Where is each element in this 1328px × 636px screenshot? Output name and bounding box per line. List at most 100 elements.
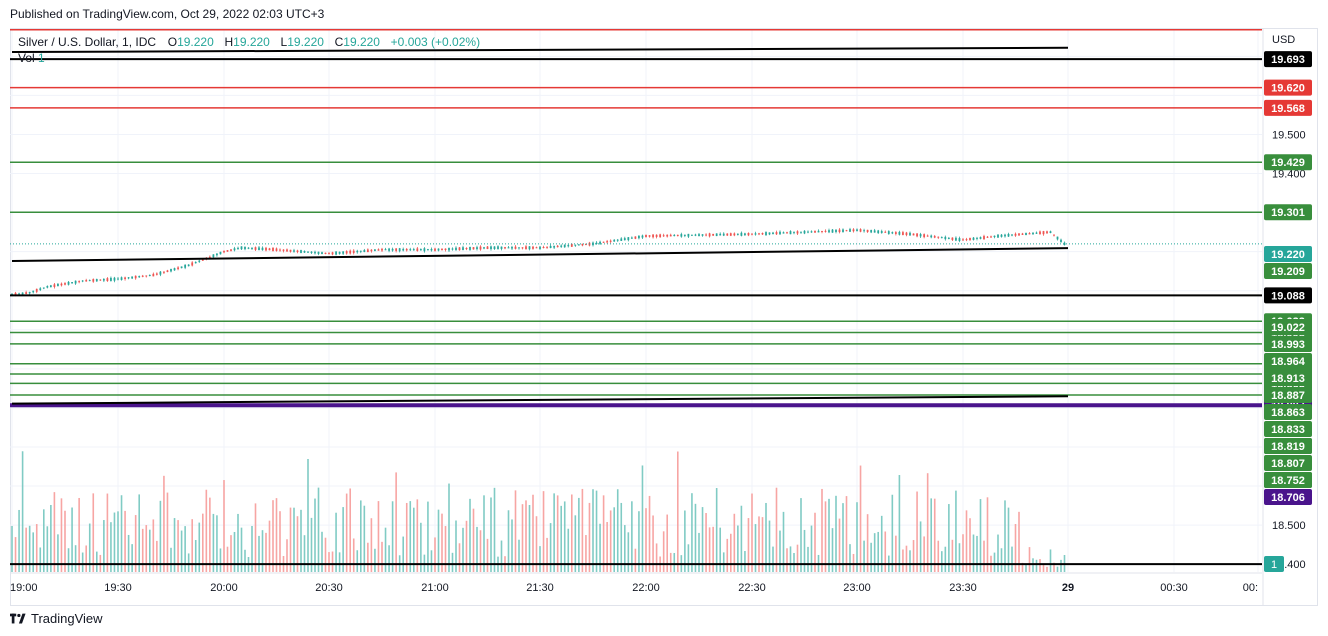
candle-body [1049,231,1052,234]
tradingview-footer[interactable]: TradingView [10,611,103,626]
volume-bar [782,511,785,572]
volume-bar [684,510,686,572]
candle-body [997,234,999,238]
price-badge-label: 18.807 [1271,458,1305,470]
volume-bar [356,550,359,572]
candle-body [894,232,897,234]
candle-body [761,233,764,235]
volume-bar [919,521,922,572]
candle-body [384,249,387,251]
candle-body [303,251,306,253]
volume-bar [588,502,591,572]
candle-body [57,283,59,287]
price-badge [1264,438,1312,454]
candle-body [595,242,598,244]
volume-bar [772,546,774,572]
volume-bar [180,530,183,572]
volume-bar [261,530,264,572]
volume-bar [50,504,52,572]
candle-body [944,236,947,240]
candle-body [518,247,520,249]
volume-bar [571,494,573,572]
volume-bar [43,509,45,572]
candle-body [680,234,683,237]
symbol-legend[interactable]: Silver / U.S. Dollar, 1, IDC O19.220 H19… [18,34,480,50]
volume-bar [765,502,767,572]
volume-bar [134,515,137,572]
volume-bar [321,531,323,572]
volume-bar [53,492,56,572]
candle-body [254,247,257,250]
candle-body [722,233,725,236]
volume-bar [842,503,844,572]
volume-bar [824,501,827,572]
candle-body [754,233,757,235]
candle-body [430,248,433,251]
candle-body [106,278,109,282]
candle-body [740,232,743,236]
price-tick-label: 19.400 [1272,169,1306,181]
volume-bar [92,493,95,572]
candle-body [630,237,633,239]
volume-bar [448,483,450,572]
candle-body [268,248,271,251]
time-tick-label: 22:00 [632,582,660,594]
volume-bar [789,546,792,572]
volume-bar [159,500,162,572]
candle-body [828,230,830,233]
volume-bar [1060,559,1062,572]
candle-body [979,237,982,239]
candle-body [1042,231,1045,235]
candle-body [131,276,134,279]
volume-bar [511,519,513,572]
volume-bar [81,552,84,572]
volume-bar [476,526,478,572]
volume-bar [821,488,823,572]
price-badge-label: 19.220 [1271,249,1305,261]
volume-bar [606,522,608,572]
volume-bar [514,490,517,572]
candle-body [542,247,545,249]
candle-body [18,293,20,295]
volume-bar [113,512,116,572]
volume-bar [969,518,971,572]
candle-body [814,230,816,233]
volume-bar [251,525,253,572]
volume-legend[interactable]: Vol 1 [18,51,45,65]
volume-bar [807,546,809,572]
time-tick-label: 19:00 [10,582,38,594]
candle-body [321,252,323,255]
volume-bar [691,493,693,572]
open-value: 19.220 [177,35,214,49]
volume-bar [500,540,503,572]
volume-bar [317,487,320,572]
candle-body [613,239,616,242]
volume-bar [307,458,309,572]
candle-body [800,231,802,233]
volume-bars [11,451,1066,572]
volume-bar [1025,563,1027,572]
volume-bar [106,493,109,572]
candle-body [845,230,848,232]
volume-bar [219,548,222,572]
open-label: O [167,35,178,49]
candle-body [42,287,45,289]
candle-body [1025,232,1027,236]
currency-label[interactable]: USD [1272,34,1296,46]
candle-body [532,246,534,249]
volume-bar [958,543,961,572]
price-badge-label: 19.568 [1271,103,1305,115]
candle-body [345,251,348,254]
candle-body [71,282,73,284]
candle-body [472,247,475,250]
volume-bar [60,498,63,572]
volume-bar [469,498,471,572]
volume-bar [173,518,176,572]
candle-body [887,231,890,234]
price-badge-label: 19.209 [1271,266,1305,278]
volume-bar [275,498,278,572]
volume-bar [293,507,295,572]
volume-bar [873,533,876,572]
price-badge [1264,79,1312,96]
